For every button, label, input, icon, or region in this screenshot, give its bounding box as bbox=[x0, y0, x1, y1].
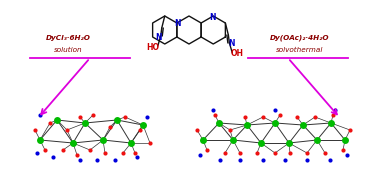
Text: DyCl₃·6H₂O: DyCl₃·6H₂O bbox=[46, 35, 90, 41]
Text: Dy(OAc)₂·4H₂O: Dy(OAc)₂·4H₂O bbox=[270, 35, 330, 41]
Text: N: N bbox=[175, 20, 181, 29]
Text: solution: solution bbox=[54, 47, 82, 53]
Text: OH: OH bbox=[231, 49, 244, 58]
Text: N: N bbox=[228, 39, 235, 48]
Text: N: N bbox=[155, 33, 162, 42]
Text: solvothermal: solvothermal bbox=[276, 47, 324, 53]
Text: HO: HO bbox=[146, 43, 159, 52]
Text: N: N bbox=[209, 12, 215, 21]
